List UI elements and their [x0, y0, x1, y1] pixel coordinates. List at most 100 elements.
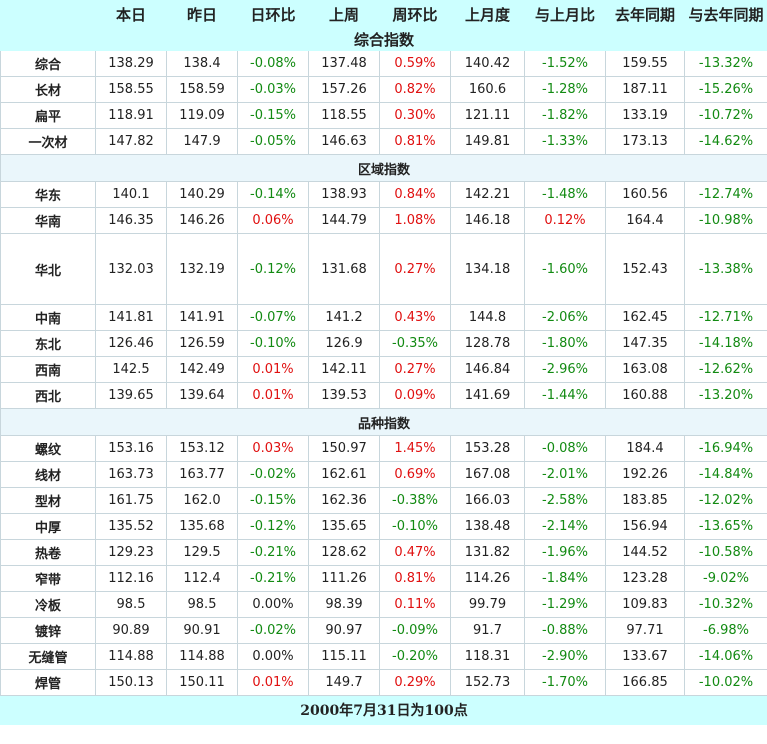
value-cell: 150.11	[166, 669, 238, 696]
change-cell: -0.21%	[237, 539, 309, 566]
change-cell: 0.00%	[237, 643, 309, 670]
value-cell: 160.6	[450, 76, 525, 103]
change-cell: -0.05%	[237, 128, 309, 155]
section-title: 综合指数	[0, 27, 767, 51]
change-cell: -10.58%	[684, 539, 767, 566]
value-cell: 183.85	[605, 487, 685, 514]
table-row: 型材 161.75 162.0 -0.15% 162.36 -0.38% 166.03 -2.…	[0, 487, 767, 514]
change-cell: -1.44%	[524, 382, 606, 409]
row-label: 型材	[0, 487, 96, 514]
value-cell: 112.16	[95, 565, 167, 592]
value-cell: 128.62	[308, 539, 380, 566]
value-cell: 153.28	[450, 435, 525, 462]
change-cell: -2.90%	[524, 643, 606, 670]
value-cell: 142.21	[450, 181, 525, 208]
change-cell: -1.29%	[524, 591, 606, 618]
value-cell: 134.18	[450, 233, 525, 305]
value-cell: 173.13	[605, 128, 685, 155]
table-row: 中南 141.81 141.91 -0.07% 141.2 0.43% 144.8 -2.06…	[0, 304, 767, 331]
change-cell: -0.08%	[524, 435, 606, 462]
base-date-note: 2000年7月31日为100点	[0, 695, 767, 725]
section-header-row: 综合指数	[0, 27, 767, 51]
value-cell: 166.03	[450, 487, 525, 514]
change-cell: 0.47%	[379, 539, 451, 566]
table-row: 西南 142.5 142.49 0.01% 142.11 0.27% 146.84 -2.96…	[0, 356, 767, 383]
change-cell: 0.00%	[237, 591, 309, 618]
change-cell: -0.02%	[237, 461, 309, 488]
value-cell: 133.19	[605, 102, 685, 129]
change-cell: -2.01%	[524, 461, 606, 488]
change-cell: -14.62%	[684, 128, 767, 155]
change-cell: -2.96%	[524, 356, 606, 383]
table-row: 焊管 150.13 150.11 0.01% 149.7 0.29% 152.73 -1.70…	[0, 669, 767, 696]
value-cell: 139.65	[95, 382, 167, 409]
value-cell: 121.11	[450, 102, 525, 129]
value-cell: 146.18	[450, 207, 525, 234]
value-cell: 138.48	[450, 513, 525, 540]
value-cell: 131.82	[450, 539, 525, 566]
value-cell: 157.26	[308, 76, 380, 103]
change-cell: 0.27%	[379, 233, 451, 305]
section-title: 品种指数	[0, 408, 767, 436]
change-cell: 0.11%	[379, 591, 451, 618]
value-cell: 146.35	[95, 207, 167, 234]
value-cell: 150.97	[308, 435, 380, 462]
change-cell: -1.82%	[524, 102, 606, 129]
column-header: 周环比	[379, 0, 451, 28]
row-label: 华东	[0, 181, 96, 208]
table-row: 华东 140.1 140.29 -0.14% 138.93 0.84% 142.21 -1.4…	[0, 181, 767, 208]
value-cell: 163.77	[166, 461, 238, 488]
value-cell: 139.53	[308, 382, 380, 409]
change-cell: -16.94%	[684, 435, 767, 462]
change-cell: -13.20%	[684, 382, 767, 409]
section-header-row: 区域指数	[0, 154, 767, 182]
change-cell: -0.07%	[237, 304, 309, 331]
change-cell: -0.09%	[379, 617, 451, 644]
value-cell: 128.78	[450, 330, 525, 357]
change-cell: -13.65%	[684, 513, 767, 540]
value-cell: 140.1	[95, 181, 167, 208]
value-cell: 163.73	[95, 461, 167, 488]
value-cell: 147.9	[166, 128, 238, 155]
change-cell: -1.48%	[524, 181, 606, 208]
value-cell: 153.16	[95, 435, 167, 462]
value-cell: 126.46	[95, 330, 167, 357]
table-row: 线材 163.73 163.77 -0.02% 162.61 0.69% 167.08 -2.…	[0, 461, 767, 488]
value-cell: 98.5	[166, 591, 238, 618]
table-row: 镀锌 90.89 90.91 -0.02% 90.97 -0.09% 91.7 -0.88% 9…	[0, 617, 767, 644]
change-cell: 1.08%	[379, 207, 451, 234]
change-cell: -2.06%	[524, 304, 606, 331]
change-cell: -0.15%	[237, 487, 309, 514]
change-cell: -1.96%	[524, 539, 606, 566]
value-cell: 97.71	[605, 617, 685, 644]
value-cell: 138.29	[95, 50, 167, 77]
table-row: 华北 132.03 132.19 -0.12% 131.68 0.27% 134.18 -1.…	[0, 233, 767, 305]
column-header: 昨日	[166, 0, 238, 28]
table-row: 西北 139.65 139.64 0.01% 139.53 0.09% 141.69 -1.4…	[0, 382, 767, 409]
value-cell: 142.5	[95, 356, 167, 383]
value-cell: 114.88	[166, 643, 238, 670]
change-cell: -12.02%	[684, 487, 767, 514]
table-row: 一次材 147.82 147.9 -0.05% 146.63 0.81% 149.81 -1.…	[0, 128, 767, 155]
row-label: 长材	[0, 76, 96, 103]
value-cell: 135.65	[308, 513, 380, 540]
row-label: 西南	[0, 356, 96, 383]
value-cell: 159.55	[605, 50, 685, 77]
value-cell: 187.11	[605, 76, 685, 103]
value-cell: 147.35	[605, 330, 685, 357]
change-cell: -13.32%	[684, 50, 767, 77]
change-cell: 0.81%	[379, 128, 451, 155]
row-label: 线材	[0, 461, 96, 488]
row-label: 华南	[0, 207, 96, 234]
value-cell: 153.12	[166, 435, 238, 462]
change-cell: -1.60%	[524, 233, 606, 305]
change-cell: -0.02%	[237, 617, 309, 644]
change-cell: -0.21%	[237, 565, 309, 592]
column-header-row: 本日 昨日 日环比 上周 周环比 上月度 与上月比 去年同期 与去年同期	[0, 0, 767, 28]
change-cell: 0.03%	[237, 435, 309, 462]
change-cell: -0.12%	[237, 233, 309, 305]
change-cell: -10.98%	[684, 207, 767, 234]
value-cell: 135.68	[166, 513, 238, 540]
change-cell: -9.02%	[684, 565, 767, 592]
section-header-row: 品种指数	[0, 408, 767, 436]
